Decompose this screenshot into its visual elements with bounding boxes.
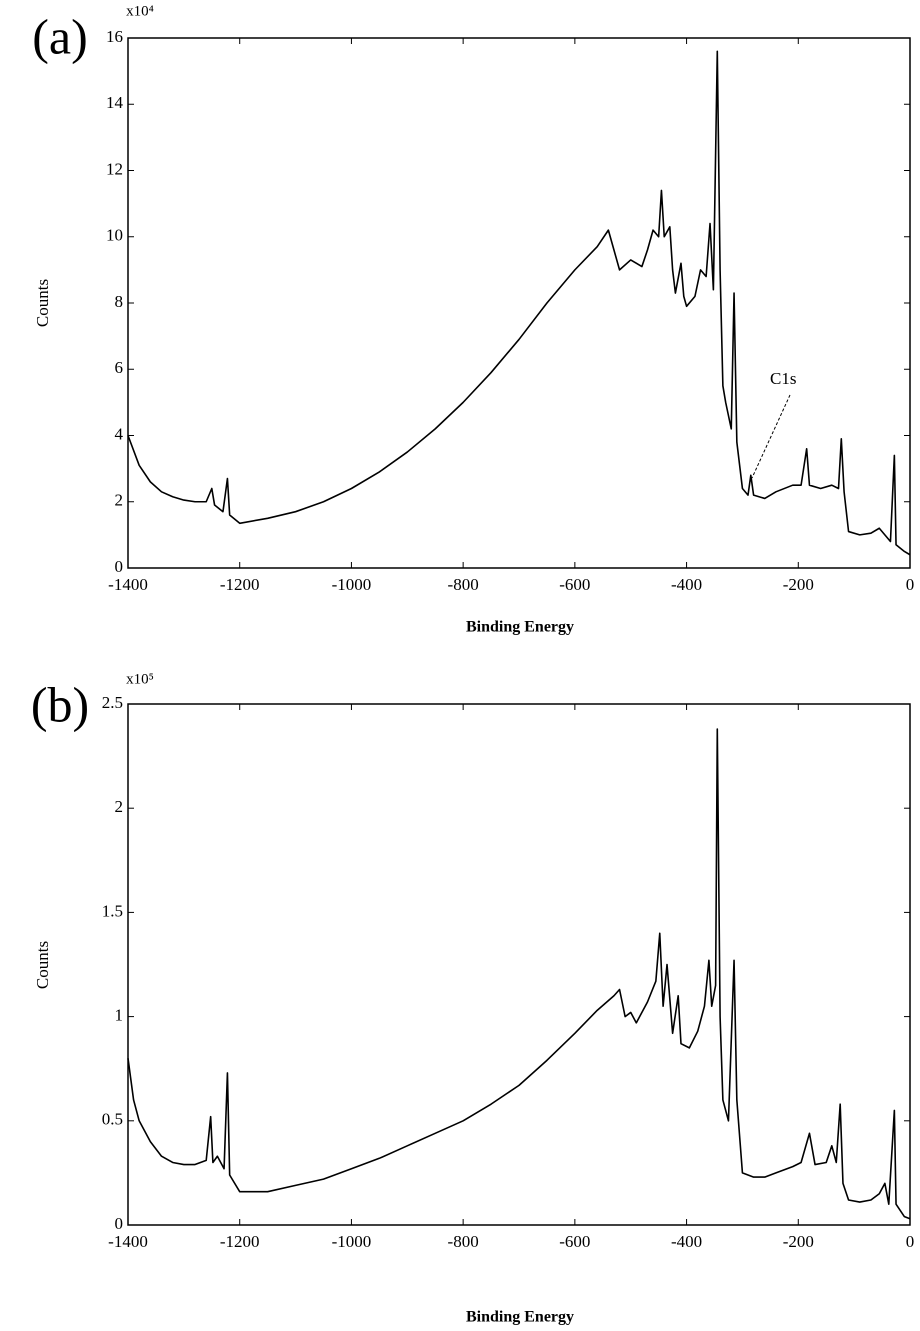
panel-label: (b) bbox=[31, 676, 89, 732]
x-tick-label: -200 bbox=[783, 1232, 814, 1251]
annotation-leader bbox=[751, 394, 791, 479]
y-tick-label: 4 bbox=[115, 424, 124, 443]
x-axis-label: Binding Energy bbox=[466, 619, 574, 636]
x-tick-label: -1200 bbox=[220, 575, 260, 594]
y-multiplier: x10⁴ bbox=[126, 3, 154, 19]
annotation: C1s bbox=[770, 369, 796, 388]
y-tick-label: 16 bbox=[106, 27, 123, 46]
x-tick-label: -200 bbox=[783, 575, 814, 594]
y-tick-label: 14 bbox=[106, 93, 124, 112]
y-axis-label: Counts bbox=[33, 279, 52, 327]
y-tick-label: 10 bbox=[106, 226, 123, 245]
y-tick-label: 6 bbox=[115, 358, 124, 377]
plot-frame bbox=[127, 703, 911, 1226]
y-tick-label: 12 bbox=[106, 159, 123, 178]
x-tick-label: -400 bbox=[671, 1232, 702, 1251]
y-tick-label: 8 bbox=[115, 292, 124, 311]
x-axis-label: Binding Energy bbox=[466, 1309, 574, 1326]
y-multiplier: x10⁵ bbox=[126, 671, 154, 687]
spectrum-line bbox=[127, 50, 911, 556]
x-tick-label: -400 bbox=[671, 575, 702, 594]
y-tick-label: 1.5 bbox=[102, 901, 123, 920]
x-tick-label: -600 bbox=[559, 575, 590, 594]
x-tick-label: -800 bbox=[448, 575, 479, 594]
y-axis-label: Counts bbox=[33, 941, 52, 989]
x-tick-label: -800 bbox=[448, 1232, 479, 1251]
y-tick-label: 0 bbox=[115, 1214, 124, 1233]
x-tick-label: -1000 bbox=[332, 575, 372, 594]
x-tick-label: -600 bbox=[559, 1232, 590, 1251]
y-tick-label: 2 bbox=[115, 491, 124, 510]
plot-frame bbox=[127, 37, 911, 569]
x-tick-label: 0 bbox=[906, 1232, 915, 1251]
x-tick-label: -1400 bbox=[108, 575, 148, 594]
panel-label: (a) bbox=[32, 8, 88, 64]
y-tick-label: 2.5 bbox=[102, 693, 123, 712]
y-tick-label: 1 bbox=[115, 1006, 124, 1025]
spectrum-line bbox=[127, 728, 911, 1220]
x-tick-label: -1200 bbox=[220, 1232, 260, 1251]
x-tick-label: 0 bbox=[906, 575, 915, 594]
y-tick-label: 2 bbox=[115, 797, 124, 816]
y-tick-label: 0.5 bbox=[102, 1110, 123, 1129]
x-tick-label: -1400 bbox=[108, 1232, 148, 1251]
x-tick-label: -1000 bbox=[332, 1232, 372, 1251]
y-tick-label: 0 bbox=[115, 557, 124, 576]
